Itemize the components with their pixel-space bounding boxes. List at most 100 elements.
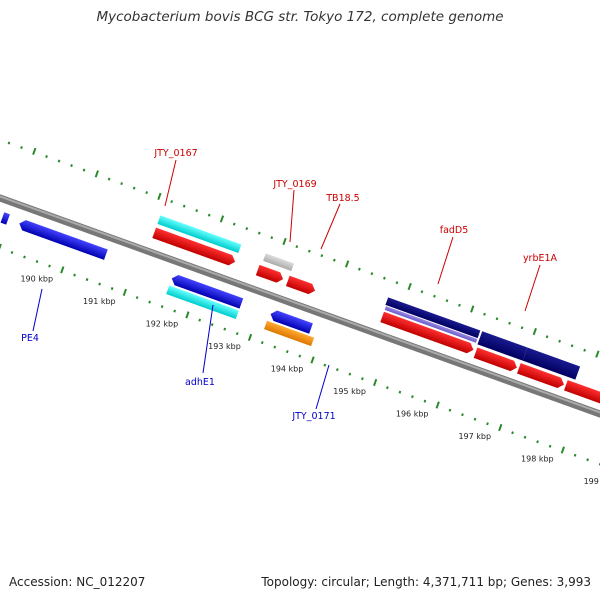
tick-mark <box>383 276 386 280</box>
tick-mark <box>219 215 225 223</box>
tick-mark <box>570 344 574 348</box>
gene-fadD5-arrow[interactable] <box>380 311 475 355</box>
tick-mark <box>185 311 190 319</box>
tick-mark <box>358 267 361 271</box>
tick-mark <box>332 258 336 262</box>
genome-backbone-highlight <box>0 188 600 428</box>
tick-mark <box>423 399 427 403</box>
tick-mark <box>298 354 302 358</box>
gene-label-adhE1[interactable]: adhE1 <box>185 377 215 388</box>
gene-fadD5-band[interactable] <box>384 306 478 343</box>
tick-mark <box>335 368 339 372</box>
tick-mark <box>370 272 374 276</box>
gene-JTY_0171-band[interactable] <box>264 320 315 347</box>
tick-mark <box>545 335 549 339</box>
tick-mark <box>157 192 162 201</box>
gene-edge-arrow[interactable] <box>564 380 600 407</box>
tick-mark <box>148 300 152 304</box>
gene-label-JTY_0167[interactable]: JTY_0167 <box>153 148 197 159</box>
tick-mark <box>195 209 199 213</box>
tick-row-outer <box>7 141 600 358</box>
tick-mark <box>235 332 239 336</box>
gene-next-outer[interactable] <box>522 347 581 380</box>
tick-mark <box>495 317 499 321</box>
gene-label-yrbE1A[interactable]: yrbE1A <box>523 253 558 264</box>
gene-adhE1-band[interactable] <box>166 285 239 320</box>
tick-mark <box>182 204 186 208</box>
gene-yrbE1A-outer[interactable] <box>477 331 528 361</box>
tick-mark <box>511 431 514 435</box>
kbp-label: 194 kbp <box>271 364 304 373</box>
gene-JTY_0169-outer[interactable] <box>263 253 295 271</box>
tick-mark <box>473 417 477 421</box>
tick-mark <box>73 273 76 277</box>
gene-label-PE4[interactable]: PE4 <box>21 333 39 344</box>
gene-label-TB18.5[interactable]: TB18.5 <box>325 193 359 204</box>
tick-mark <box>536 440 539 444</box>
tick-mark <box>85 278 89 282</box>
tick-mark <box>445 299 449 303</box>
gene-JTY_0169-arrow[interactable] <box>255 264 285 284</box>
tick-mark <box>307 249 311 253</box>
tick-mark <box>586 458 589 462</box>
tick-mark <box>310 356 315 364</box>
gene-JTY_0171-arrow[interactable] <box>269 309 313 334</box>
topology-text: Topology: circular; Length: 4,371,711 bp… <box>261 575 591 589</box>
gene-JTY_0167-outer[interactable] <box>157 215 242 253</box>
tick-mark <box>560 446 565 454</box>
tick-mark <box>70 164 73 168</box>
leader-fadD5 <box>437 236 454 285</box>
tick-mark <box>323 363 327 367</box>
kbp-label: 190 kbp <box>20 274 53 283</box>
gene-next-arrow[interactable] <box>516 363 566 390</box>
tick-mark <box>48 264 51 268</box>
tick-mark <box>120 182 123 186</box>
leader-JTY_0169 <box>289 189 295 243</box>
tick-mark <box>82 168 86 172</box>
gene-label-fadD5[interactable]: fadD5 <box>440 225 469 236</box>
tick-mark <box>348 372 352 376</box>
tick-mark <box>498 423 503 432</box>
kbp-label: 197 kbp <box>458 432 491 441</box>
accession-text: Accession: NC_012207 <box>9 575 146 589</box>
kbp-ruler: 190 kbp 191 kbp 192 kbp 193 kbp 194 kbp 195 k… <box>20 274 600 486</box>
gene-adhE1-arrow[interactable] <box>170 273 244 309</box>
gene-PE4-arrow[interactable] <box>17 218 108 260</box>
tick-mark <box>94 170 99 178</box>
gene-label-JTY_0169[interactable]: JTY_0169 <box>272 179 316 190</box>
gene-yrbE1A-arrow[interactable] <box>473 347 519 373</box>
tick-mark <box>411 395 414 399</box>
tick-mark <box>448 408 452 412</box>
genome-backbone <box>0 187 600 432</box>
tick-mark <box>508 321 511 325</box>
tick-mark <box>207 213 211 217</box>
gene-edge-reverse[interactable] <box>0 212 10 225</box>
tick-mark <box>223 327 227 331</box>
tick-mark <box>7 141 11 145</box>
tick-mark <box>395 281 399 285</box>
tick-mark <box>320 254 324 258</box>
gene-TB18.5-arrow[interactable] <box>285 275 317 296</box>
gene-fadD5-outer[interactable] <box>385 297 481 339</box>
tick-mark <box>285 350 289 354</box>
tick-mark <box>20 146 23 150</box>
tick-mark <box>282 237 287 246</box>
kbp-label: 195 kbp <box>333 387 366 396</box>
leader-adhE1 <box>202 304 214 374</box>
tick-mark <box>344 260 350 268</box>
tick-mark <box>461 413 464 417</box>
tick-mark <box>107 177 111 181</box>
tick-mark <box>386 386 389 390</box>
tick-mark <box>435 401 440 409</box>
gene-label-JTY_0171[interactable]: JTY_0171 <box>291 411 335 422</box>
gene-JTY_0167-arrow[interactable] <box>152 227 237 267</box>
tick-mark <box>273 345 277 349</box>
tick-mark <box>110 287 114 291</box>
tick-mark <box>595 350 600 358</box>
tick-mark <box>583 348 586 352</box>
leader-yrbE1A <box>524 264 541 312</box>
tick-mark <box>486 422 489 426</box>
kbp-label: 192 kbp <box>146 319 179 328</box>
tick-mark <box>45 155 48 159</box>
tick-mark <box>232 222 236 226</box>
